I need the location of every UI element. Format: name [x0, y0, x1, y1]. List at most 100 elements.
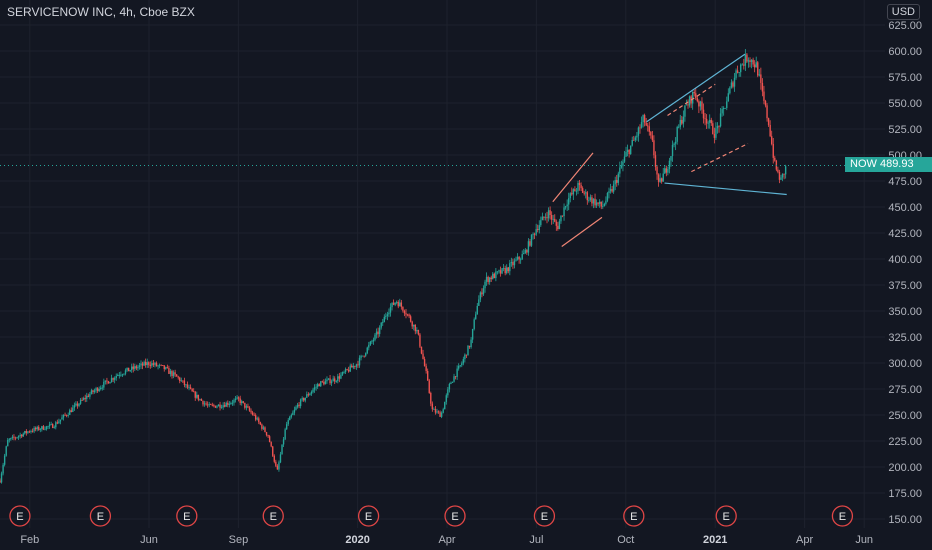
candle-body: [202, 400, 204, 405]
candle-body: [547, 210, 550, 219]
candle-body: [620, 165, 623, 168]
y-tick-label: 350.00: [888, 306, 922, 318]
candle-body: [510, 261, 513, 264]
candle-body: [492, 273, 494, 280]
candle-body: [13, 436, 15, 438]
candle-body: [766, 105, 768, 119]
candle-body: [158, 364, 161, 366]
earnings-marker[interactable]: E: [262, 505, 284, 527]
earnings-label: E: [16, 511, 23, 523]
candle-body: [275, 461, 277, 466]
candle-body: [490, 277, 492, 280]
y-axis[interactable]: 150.00 175.00 200.00 225.00 250.00 275.00 300.…: [888, 20, 922, 526]
candle-body: [293, 409, 296, 413]
candle-body: [406, 314, 409, 316]
candle-body: [45, 426, 48, 430]
candle-body: [634, 137, 637, 141]
candle-body: [7, 439, 9, 447]
candle-body: [506, 267, 508, 274]
candle-body: [678, 126, 680, 128]
earnings-marker[interactable]: E: [176, 505, 198, 527]
y-tick-label: 525.00: [888, 124, 922, 136]
candle-body: [196, 394, 198, 398]
earnings-circle: [715, 505, 737, 527]
candle-body: [660, 178, 663, 182]
candle-body: [709, 119, 711, 123]
candle-body: [653, 140, 655, 156]
candle-body: [177, 376, 179, 378]
earnings-label: E: [839, 511, 846, 523]
candle-body: [42, 426, 45, 430]
candle-body: [453, 376, 455, 382]
candle-body: [456, 368, 458, 377]
candle-body: [730, 82, 733, 88]
candle-body: [282, 439, 285, 445]
candle-body: [431, 403, 434, 410]
earnings-marker[interactable]: E: [533, 505, 556, 527]
candle-body: [307, 394, 310, 396]
earnings-marker[interactable]: E: [357, 505, 380, 527]
earnings-marker[interactable]: E: [623, 505, 645, 527]
candle-body: [146, 362, 148, 366]
candle-body: [671, 144, 674, 157]
earnings-marker[interactable]: E: [715, 505, 737, 527]
candle-body: [685, 104, 688, 106]
candle-body: [62, 414, 65, 418]
candle-body: [11, 436, 14, 439]
candle-body: [425, 366, 427, 371]
candle-body: [572, 189, 575, 195]
candle-body: [430, 392, 432, 404]
candle-body: [595, 202, 598, 206]
candle-body: [633, 140, 635, 141]
candle-body: [377, 331, 379, 335]
candle-body: [738, 72, 740, 74]
y-tick-label: 250.00: [888, 410, 922, 422]
candle-body: [5, 446, 7, 456]
candle-body: [75, 403, 77, 406]
earnings-marker[interactable]: E: [89, 505, 112, 527]
candle-body: [612, 184, 615, 192]
candle-body: [597, 202, 599, 204]
candle-body: [408, 314, 410, 317]
earnings-marker[interactable]: E: [831, 505, 854, 527]
candle-body: [135, 366, 138, 369]
candle-body: [473, 319, 475, 329]
candle-body: [488, 277, 491, 283]
candle-body: [619, 167, 621, 174]
candle-body: [544, 217, 547, 219]
candle-body: [129, 370, 131, 372]
candle-body: [727, 93, 730, 102]
candle-body: [628, 149, 630, 155]
currency-badge[interactable]: USD: [886, 4, 920, 20]
candle-body: [623, 156, 626, 162]
earnings-label: E: [270, 511, 277, 523]
x-tick-label: Jun: [855, 534, 873, 546]
candle-body: [552, 218, 554, 220]
x-axis[interactable]: Feb Jun Sep 2020 Apr Jul Oct 2021 Apr Jun: [20, 534, 873, 546]
candle-body: [284, 429, 286, 440]
candle-body: [498, 270, 500, 272]
candle-body: [193, 391, 195, 393]
candle-body: [73, 405, 76, 408]
candle-body: [746, 54, 748, 62]
candle-body: [14, 437, 17, 439]
candle-body: [471, 328, 474, 340]
candle-body: [155, 362, 158, 367]
candle-body: [272, 446, 274, 456]
candle-body: [378, 327, 381, 335]
candle-body: [168, 367, 170, 374]
candle-body: [141, 363, 144, 366]
candle-body: [313, 387, 316, 390]
earnings-marker[interactable]: E: [444, 505, 466, 527]
candle-body: [90, 390, 93, 394]
candle-body: [414, 324, 416, 332]
earnings-marker[interactable]: E: [9, 505, 31, 527]
candle-body: [262, 427, 265, 429]
candle-body: [199, 399, 201, 400]
candle-body: [358, 357, 361, 366]
pattern-lines: [552, 53, 787, 248]
candle-body: [65, 415, 68, 416]
candle-body: [44, 429, 46, 431]
